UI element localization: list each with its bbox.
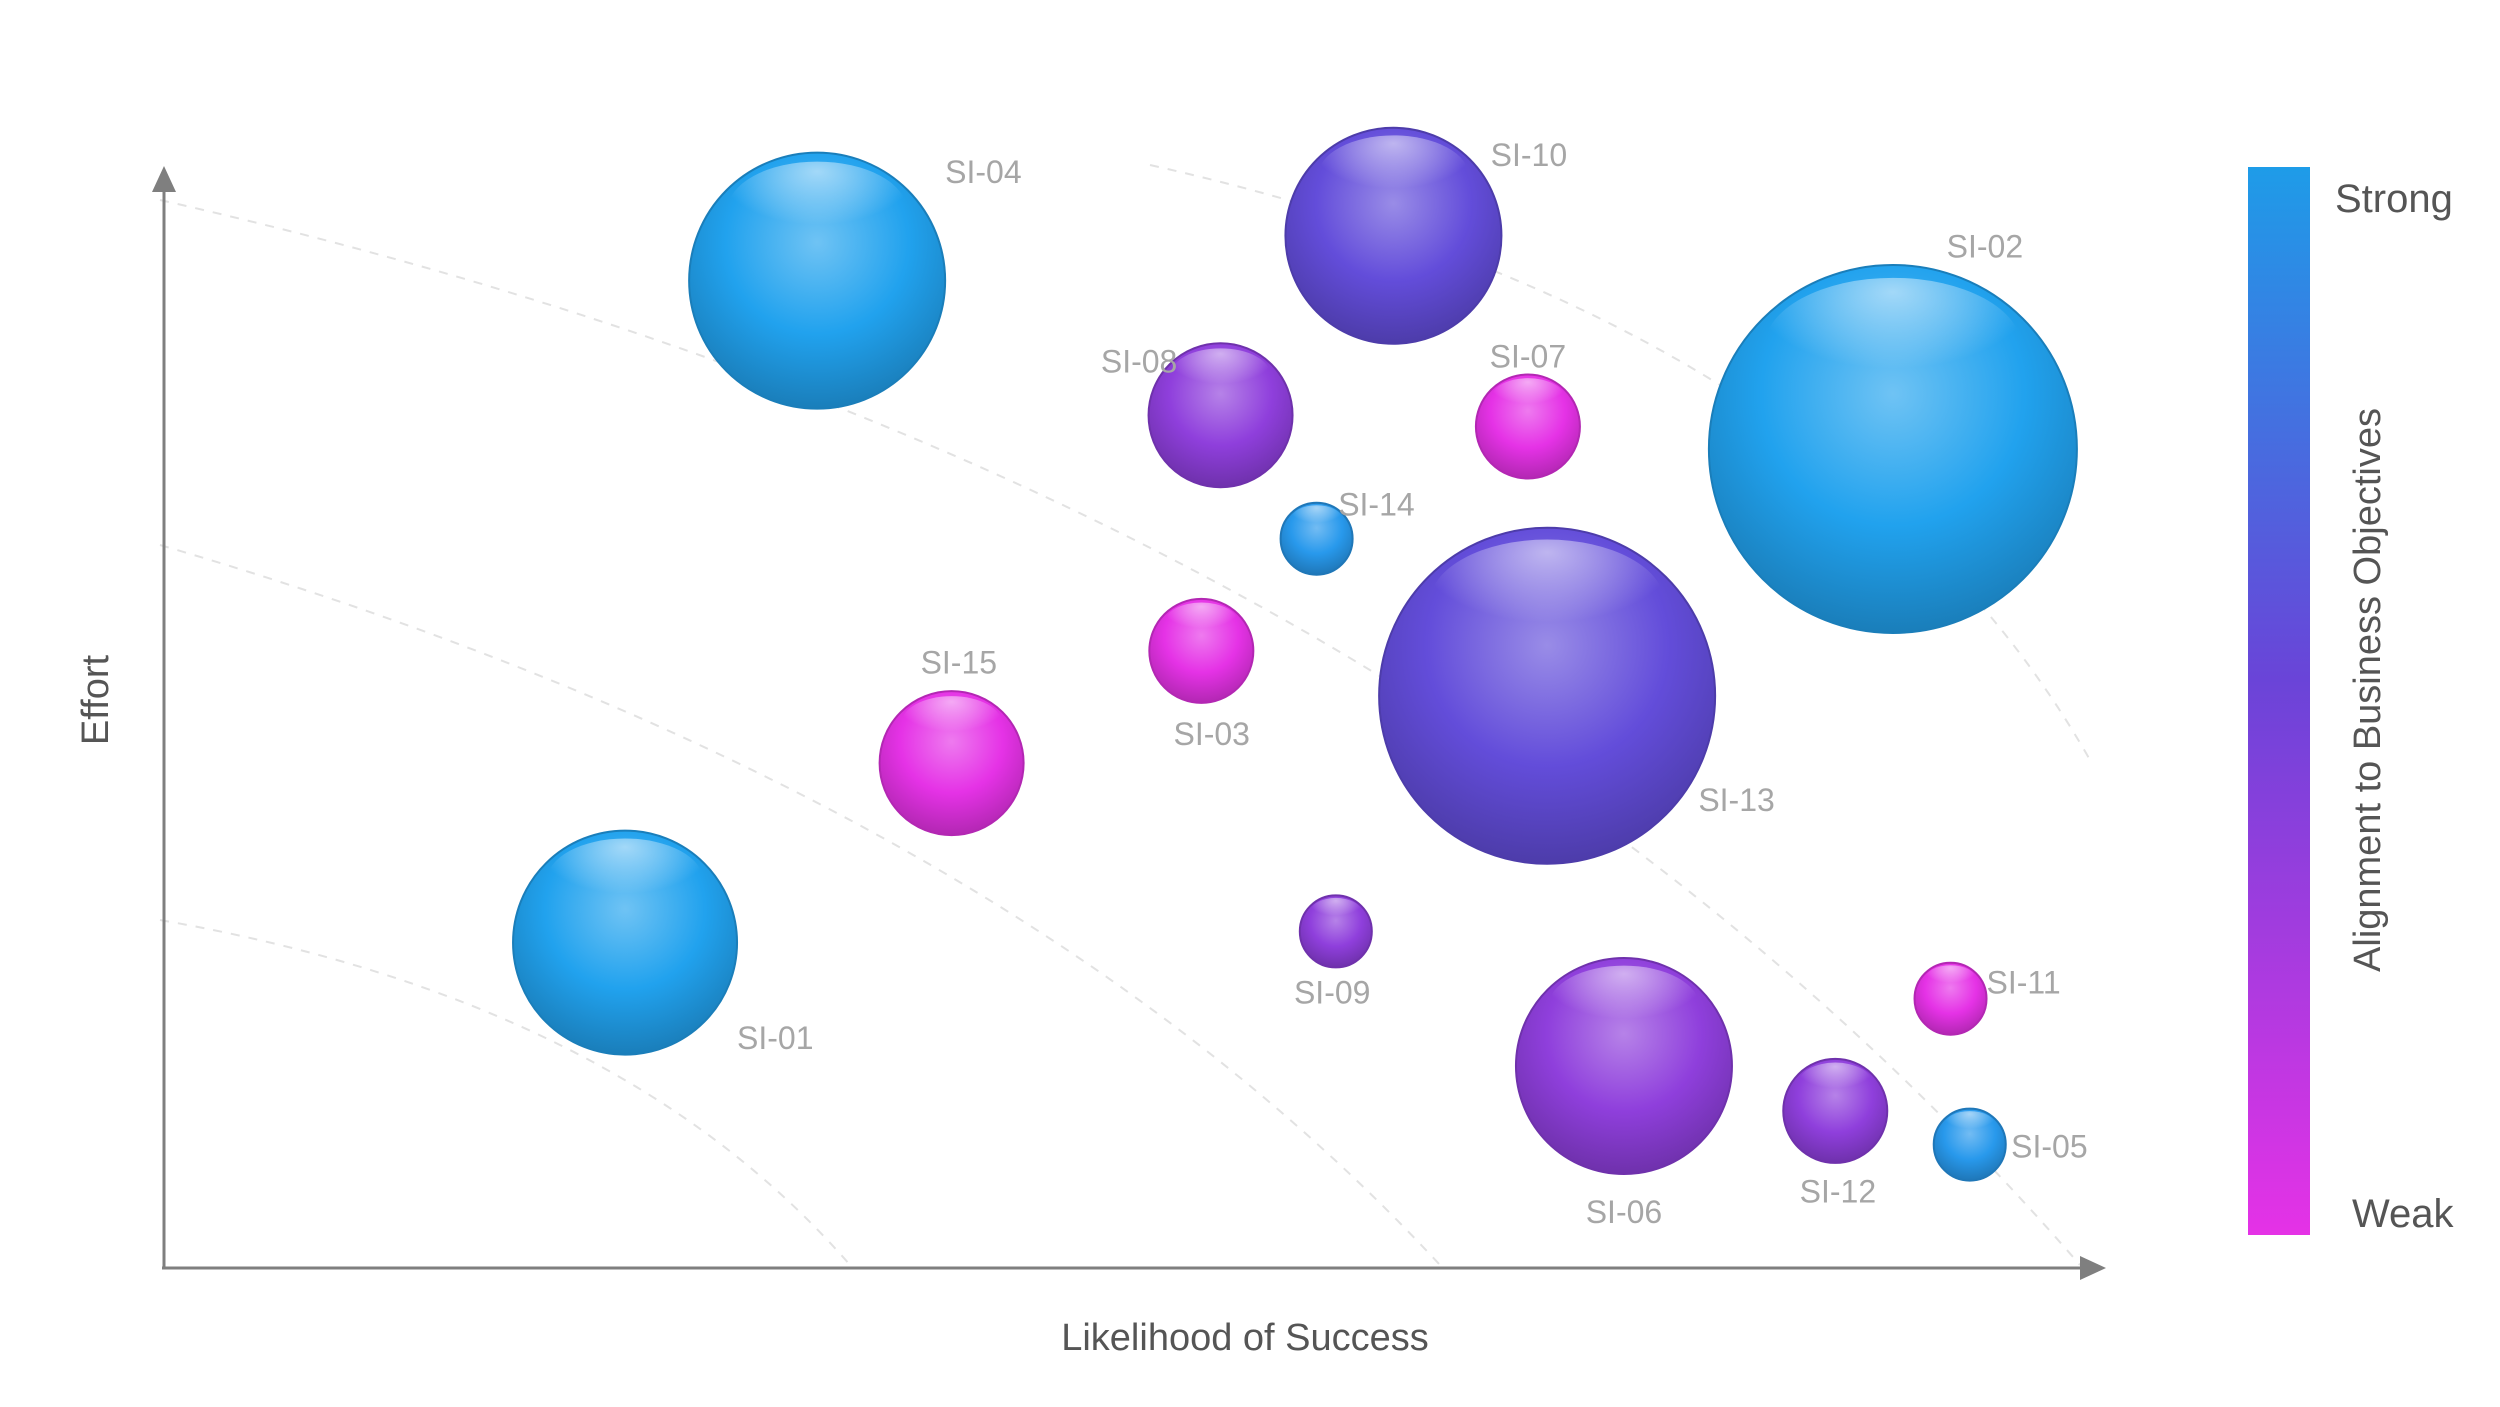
- bubble-highlight: [1291, 505, 1342, 533]
- x-axis-arrow-icon: [2080, 1256, 2106, 1280]
- bubble-label-si-08: SI-08: [1101, 343, 1177, 379]
- bubble-label-si-03: SI-03: [1173, 716, 1249, 752]
- bubble-label-si-11: SI-11: [1987, 965, 2061, 1001]
- bubble-label-si-15: SI-15: [921, 644, 997, 680]
- bubble-highlight: [1317, 135, 1470, 218]
- bubble-highlight: [901, 696, 1003, 751]
- bubble-highlight: [1310, 897, 1362, 926]
- bubble-label-si-10: SI-10: [1491, 137, 1567, 173]
- bubble-highlight: [1944, 1111, 1995, 1139]
- y-axis-title: Effort: [75, 655, 117, 746]
- bubble-label-si-12: SI-12: [1800, 1174, 1876, 1210]
- bubble-label-si-09: SI-09: [1294, 975, 1370, 1011]
- bubble-highlight: [1429, 539, 1665, 668]
- guide-arc: [159, 544, 1441, 1266]
- bubble-highlight: [1548, 965, 1700, 1048]
- bubble-label-si-14: SI-14: [1338, 487, 1414, 523]
- bubble-label-si-06: SI-06: [1586, 1194, 1662, 1230]
- bubble-label-si-05: SI-05: [2011, 1128, 2087, 1164]
- bubble-highlight: [1764, 277, 2022, 418]
- legend-color-bar: [2248, 167, 2310, 1235]
- bubble-label-si-04: SI-04: [945, 154, 1021, 190]
- y-axis-arrow-icon: [152, 166, 176, 192]
- guide-arc: [159, 199, 2081, 1266]
- bubble-highlight: [546, 838, 704, 924]
- bubble-highlight: [1164, 602, 1238, 643]
- bubble-highlight: [1925, 965, 1976, 993]
- bubble-highlight: [1491, 378, 1565, 418]
- guide-arc: [159, 919, 851, 1266]
- bubble-layer: [512, 126, 2078, 1182]
- bubble-label-si-01: SI-01: [737, 1020, 813, 1056]
- bubble-highlight: [1798, 1062, 1872, 1103]
- bubble-label-si-02: SI-02: [1947, 229, 2023, 265]
- legend-strong-label: Strong: [2335, 177, 2453, 221]
- x-axis-title: Likelihood of Success: [1061, 1317, 1429, 1359]
- axes: [162, 185, 2085, 1270]
- bubble-label-si-07: SI-07: [1490, 338, 1566, 374]
- bubble-highlight: [727, 161, 907, 259]
- bubble-label-layer: SI-01 SI-02 SI-03 SI-04 SI-05 SI-06 SI-07 SI-08…: [737, 137, 2088, 1230]
- bubble-label-si-13: SI-13: [1698, 782, 1774, 818]
- legend-weak-label: Weak: [2352, 1192, 2455, 1236]
- legend-title: Alignment to Business Objectives: [2347, 408, 2389, 972]
- bubble-highlight: [1170, 348, 1271, 404]
